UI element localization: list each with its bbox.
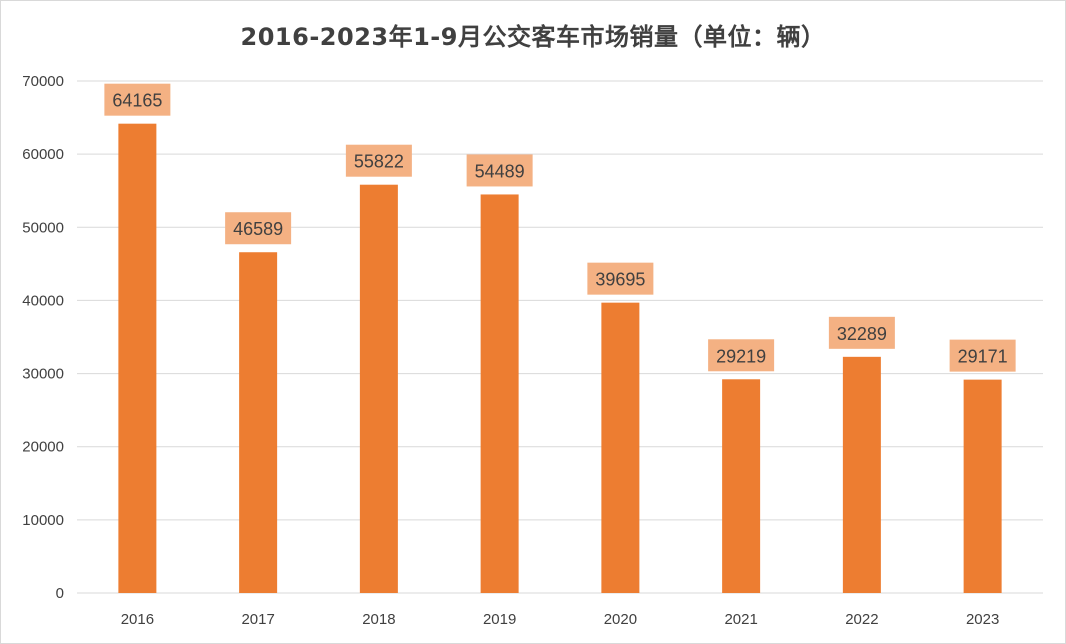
x-tick-label: 2016 bbox=[121, 611, 154, 628]
bar bbox=[359, 184, 398, 593]
bars bbox=[118, 123, 1002, 593]
data-label: 39695 bbox=[595, 270, 645, 290]
data-label-box bbox=[225, 212, 292, 245]
x-tick-label: 2019 bbox=[483, 611, 516, 628]
data-label: 29219 bbox=[716, 346, 766, 366]
gridlines bbox=[77, 80, 1043, 594]
x-tick-label: 2021 bbox=[724, 611, 757, 628]
data-label-box bbox=[345, 144, 412, 177]
y-axis-ticks: 0 10000 20000 30000 40000 50000 60000 70000 bbox=[22, 73, 64, 602]
y-tick-label: 60000 bbox=[22, 146, 64, 163]
y-tick-label: 10000 bbox=[22, 512, 64, 529]
x-tick-label: 2022 bbox=[845, 611, 878, 628]
x-axis-ticks: 2016 2017 2018 2019 2020 2021 2022 2023 bbox=[121, 611, 1000, 628]
bar bbox=[239, 252, 278, 593]
bar bbox=[963, 379, 1002, 593]
x-tick-label: 2020 bbox=[604, 611, 637, 628]
bar bbox=[118, 123, 157, 593]
chart-title: 2016-2023年1-9月公交客车市场销量（单位：辆） bbox=[240, 23, 826, 51]
data-label-box bbox=[587, 262, 654, 295]
data-labels: 64165 46589 55822 54489 39695 29219 32289 29171 bbox=[104, 83, 1016, 372]
bar bbox=[722, 379, 761, 593]
data-label: 55822 bbox=[354, 152, 404, 172]
y-tick-label: 0 bbox=[56, 585, 64, 602]
data-label: 54489 bbox=[475, 161, 525, 181]
data-label: 46589 bbox=[233, 219, 283, 239]
data-label-box bbox=[104, 83, 171, 116]
bar bbox=[480, 194, 519, 593]
y-tick-label: 20000 bbox=[22, 439, 64, 456]
data-label-box bbox=[828, 316, 895, 349]
y-tick-label: 70000 bbox=[22, 73, 64, 90]
y-tick-label: 40000 bbox=[22, 292, 64, 309]
y-tick-label: 50000 bbox=[22, 219, 64, 236]
data-label-box bbox=[708, 339, 775, 372]
x-tick-label: 2017 bbox=[241, 611, 274, 628]
data-label-box bbox=[949, 339, 1016, 372]
bar bbox=[601, 302, 640, 593]
x-tick-label: 2018 bbox=[362, 611, 395, 628]
data-label: 32289 bbox=[837, 324, 887, 344]
data-label: 29171 bbox=[958, 347, 1008, 367]
y-tick-label: 30000 bbox=[22, 366, 64, 383]
bar bbox=[842, 356, 881, 593]
x-tick-label: 2023 bbox=[966, 611, 999, 628]
data-label: 64165 bbox=[112, 91, 162, 111]
data-label-box bbox=[466, 154, 533, 187]
